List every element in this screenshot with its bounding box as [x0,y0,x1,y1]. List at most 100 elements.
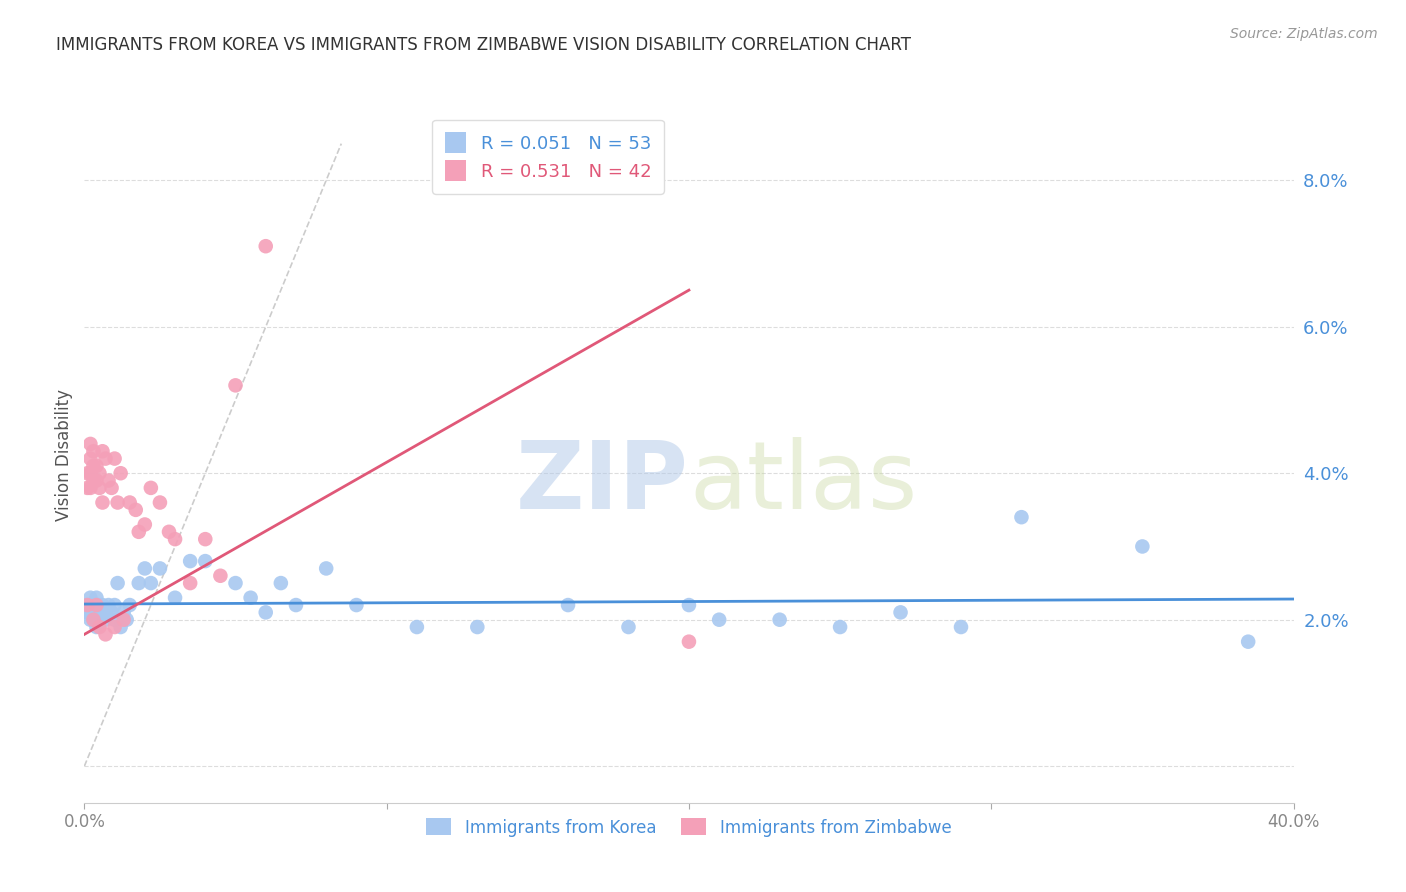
Point [104,451,127,466]
Point [285,598,308,612]
Point [830,620,852,634]
Point [115,613,138,627]
Point [82,474,104,488]
Point [149,561,172,575]
Point [209,568,232,582]
Point [139,481,162,495]
Point [91,495,114,509]
Point [149,495,172,509]
Point [134,517,156,532]
Point [86,598,108,612]
Point [110,620,132,634]
Point [86,620,108,634]
Point [112,606,135,620]
Point [91,598,114,612]
Point [86,458,108,473]
Point [270,576,292,591]
Point [110,467,132,481]
Point [76,598,98,612]
Point [82,613,104,627]
Point [91,606,114,620]
Point [79,606,101,620]
Point [82,444,104,458]
Point [1011,510,1033,524]
Point [82,613,104,627]
Point [86,598,108,612]
Point [194,554,217,568]
Point [315,561,337,575]
Point [1130,540,1153,554]
Point [104,620,127,634]
Point [890,606,912,620]
Point [79,467,101,481]
Point [107,576,129,591]
Point [254,606,277,620]
Point [91,444,114,458]
Point [678,598,700,612]
Point [254,239,277,253]
Point [82,606,104,620]
Point [225,378,247,392]
Point [76,481,98,495]
Point [76,606,98,620]
Point [89,606,111,620]
Point [94,627,117,641]
Point [139,576,162,591]
Point [79,591,101,605]
Point [76,598,98,612]
Point [1237,634,1260,648]
Point [89,613,111,627]
Point [76,467,98,481]
Point [89,481,111,495]
Point [165,532,187,546]
Point [112,613,135,627]
Point [107,495,129,509]
Point [179,554,201,568]
Point [709,613,731,627]
Text: Source: ZipAtlas.com: Source: ZipAtlas.com [1230,27,1378,41]
Text: atlas: atlas [689,437,917,529]
Point [86,591,108,605]
Point [94,451,117,466]
Point [104,598,127,612]
Point [134,561,156,575]
Point [950,620,973,634]
Point [82,598,104,612]
Point [100,481,122,495]
Point [125,503,148,517]
Point [165,591,187,605]
Point [89,620,111,634]
Point [79,613,101,627]
Point [225,576,247,591]
Point [82,458,104,473]
Point [346,598,368,612]
Point [94,606,117,620]
Point [239,591,262,605]
Point [617,620,640,634]
Text: IMMIGRANTS FROM KOREA VS IMMIGRANTS FROM ZIMBABWE VISION DISABILITY CORRELATION : IMMIGRANTS FROM KOREA VS IMMIGRANTS FROM… [56,36,911,54]
Point [97,598,120,612]
Point [97,474,120,488]
Legend: Immigrants from Korea, Immigrants from Zimbabwe: Immigrants from Korea, Immigrants from Z… [420,812,957,843]
Point [86,474,108,488]
Point [118,495,141,509]
Point [557,598,579,612]
Point [79,437,101,451]
Point [104,613,127,627]
Point [128,576,150,591]
Point [118,598,141,612]
Point [89,467,111,481]
Point [467,620,489,634]
Point [406,620,429,634]
Point [79,451,101,466]
Point [194,532,217,546]
Point [678,634,700,648]
Point [79,481,101,495]
Text: ZIP: ZIP [516,437,689,529]
Point [769,613,792,627]
Point [94,613,117,627]
Y-axis label: Vision Disability: Vision Disability [55,389,73,521]
Point [157,524,180,539]
Point [179,576,201,591]
Point [128,524,150,539]
